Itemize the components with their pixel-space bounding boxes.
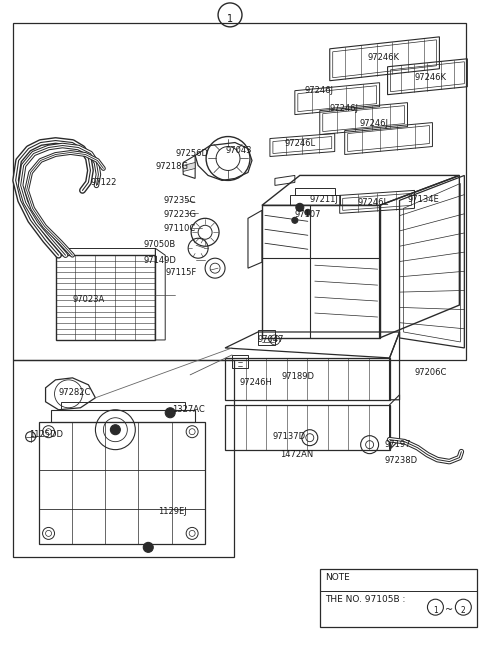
Circle shape [144,542,153,552]
Text: 97050B: 97050B [144,240,176,250]
Text: 97246J: 97246J [330,103,359,113]
Text: 97246J: 97246J [305,86,334,95]
Text: 97047: 97047 [258,335,285,344]
Text: 97238D: 97238D [384,456,418,464]
Text: 1327AC: 1327AC [172,405,205,414]
Text: 97206C: 97206C [415,368,447,377]
Polygon shape [183,162,195,172]
Circle shape [305,210,311,215]
Text: 97256D: 97256D [175,149,208,157]
Circle shape [296,203,304,212]
Text: 97211J: 97211J [310,195,339,204]
Circle shape [292,217,298,223]
Circle shape [165,408,175,418]
Text: 1472AN: 1472AN [280,449,313,458]
Circle shape [110,424,120,435]
Text: 97197: 97197 [384,440,411,449]
Text: 97223G: 97223G [163,210,196,219]
Text: 97246L: 97246L [285,139,316,147]
Text: THE NO. 97105B :: THE NO. 97105B : [325,595,408,604]
Text: 97134E: 97134E [408,195,439,204]
Text: NOTE: NOTE [325,573,349,582]
Text: 97115F: 97115F [165,268,196,277]
Text: 97246K: 97246K [415,73,446,82]
Text: 1129EJ: 1129EJ [158,508,187,517]
Text: 97282C: 97282C [59,388,91,397]
Text: 97246H: 97246H [240,378,273,387]
Text: 97246J: 97246J [360,119,389,128]
Text: 97218G: 97218G [155,162,188,172]
Text: 1: 1 [433,606,438,614]
Text: 97189D: 97189D [282,372,315,381]
Text: 97149D: 97149D [144,256,176,265]
Text: 97023A: 97023A [72,295,105,304]
Text: ~: ~ [445,605,454,615]
Text: 97246L: 97246L [358,198,389,208]
Text: 97107: 97107 [295,210,321,219]
Text: 97110C: 97110C [163,224,195,233]
Text: 1: 1 [227,14,233,24]
Text: 1125DD: 1125DD [29,430,62,439]
Text: 97122: 97122 [90,178,117,187]
Text: 97246K: 97246K [368,53,400,62]
Text: 97137D: 97137D [273,432,306,441]
Text: 2: 2 [461,606,466,614]
Text: 97043: 97043 [225,145,252,155]
Text: 97235C: 97235C [163,196,195,206]
